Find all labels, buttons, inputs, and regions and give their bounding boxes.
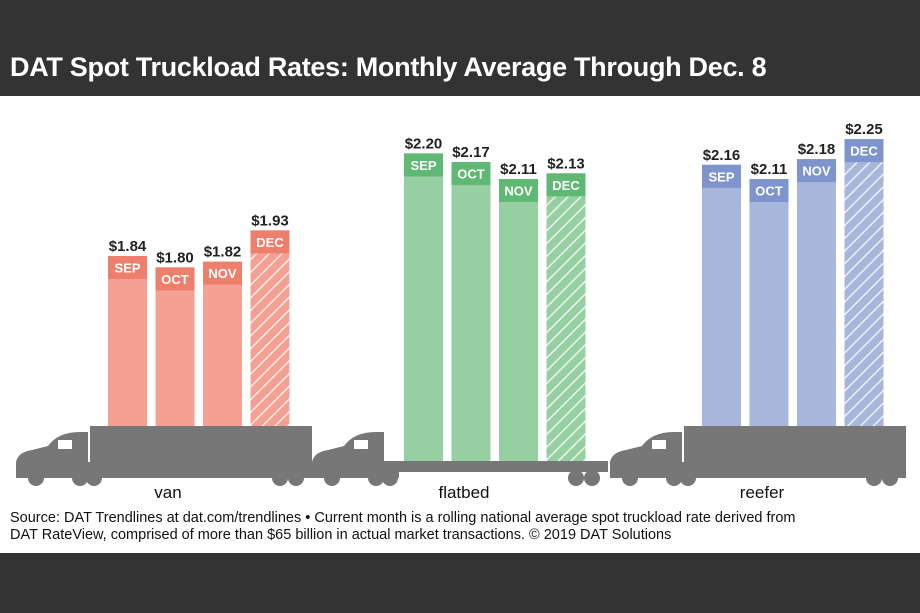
bar-flatbed-nov [499,179,538,462]
chart-title: DAT Spot Truckload Rates: Monthly Averag… [10,52,767,82]
bottom-bar [0,553,920,613]
category-label-flatbed: flatbed [438,483,489,502]
wheel [324,470,340,486]
truck-icon [312,432,608,486]
month-band [404,153,443,177]
month-band [797,159,836,183]
month-band [702,164,741,188]
hatch-pattern [546,196,586,461]
month-label: DEC [552,178,580,193]
bar-reefer-oct [749,179,789,427]
truck-icon [16,426,312,486]
month-band [546,173,586,197]
month-band [749,179,789,203]
category-label-reefer: reefer [740,483,785,502]
wheel [680,470,696,486]
group-van: SEP $1.84 OCT $1.80 NOV $1.82 DEC $1.93 van [16,212,312,502]
footnote-line-1: Source: DAT Trendlines at dat.com/trendl… [10,510,796,526]
month-label: SEP [114,261,140,276]
value-label: $2.17 [452,144,490,161]
trailer-box [684,426,906,478]
footnote-line-2: DAT RateView, comprised of more than $65… [10,527,672,543]
wheel [666,470,682,486]
cab-window [58,440,72,449]
hatch-pattern [250,253,290,427]
month-band [155,267,195,291]
value-label: $1.80 [156,249,194,266]
value-label: $2.16 [703,147,741,164]
value-label: $1.82 [204,244,242,261]
bar-van-sep [108,256,147,427]
truck-icon [610,426,906,486]
bar-van-nov [203,261,242,427]
flatbed-deck [384,461,608,472]
trailer-box [90,426,312,478]
month-label: NOV [504,184,533,199]
wheel [86,470,102,486]
category-label-van: van [154,483,181,502]
month-label: DEC [850,144,878,159]
month-label: SEP [410,158,436,173]
month-band [203,261,242,285]
value-label: $2.11 [751,161,788,178]
month-band [499,179,538,203]
wheel [368,470,384,486]
month-label: SEP [708,169,734,184]
bar-reefer-sep [702,164,741,428]
value-label: $2.18 [798,141,836,158]
wheel [866,470,882,486]
value-label: $1.84 [109,238,147,255]
bar-flatbed-sep [404,153,443,461]
month-band [108,256,147,279]
month-label: NOV [802,164,831,179]
value-label: $2.25 [845,121,883,138]
month-band [451,161,491,185]
month-label: OCT [755,184,783,199]
wheel [72,470,88,486]
cab-window [354,440,368,449]
hatch-pattern [844,162,884,427]
month-band [844,139,884,163]
wheel [382,470,398,486]
wheel [28,470,44,486]
month-label: NOV [208,266,237,281]
bar-van-oct [155,267,195,427]
wheel [584,470,600,486]
value-label: $2.20 [405,135,443,152]
bar-flatbed-oct [451,161,491,461]
group-reefer: SEP $2.16 OCT $2.11 NOV $2.18 DEC $2.25 reefer [610,121,906,502]
wheel [288,470,304,486]
value-label: $2.11 [500,161,537,178]
wheel [272,470,288,486]
month-label: OCT [457,166,485,181]
wheel [882,470,898,486]
cab-window [652,440,666,449]
source-footnote: Source: DAT Trendlines at dat.com/trendl… [10,510,910,544]
month-label: OCT [161,272,189,287]
value-label: $1.93 [251,212,289,229]
bar-reefer-nov [797,159,836,427]
group-flatbed: SEP $2.20 OCT $2.17 NOV $2.11 DEC $2.13 flatbed [312,135,608,502]
month-label: DEC [256,235,284,250]
wheel [568,470,584,486]
value-label: $2.13 [547,155,585,172]
month-band [250,230,290,254]
wheel [622,470,638,486]
title-bar: DAT Spot Truckload Rates: Monthly Averag… [0,0,920,96]
